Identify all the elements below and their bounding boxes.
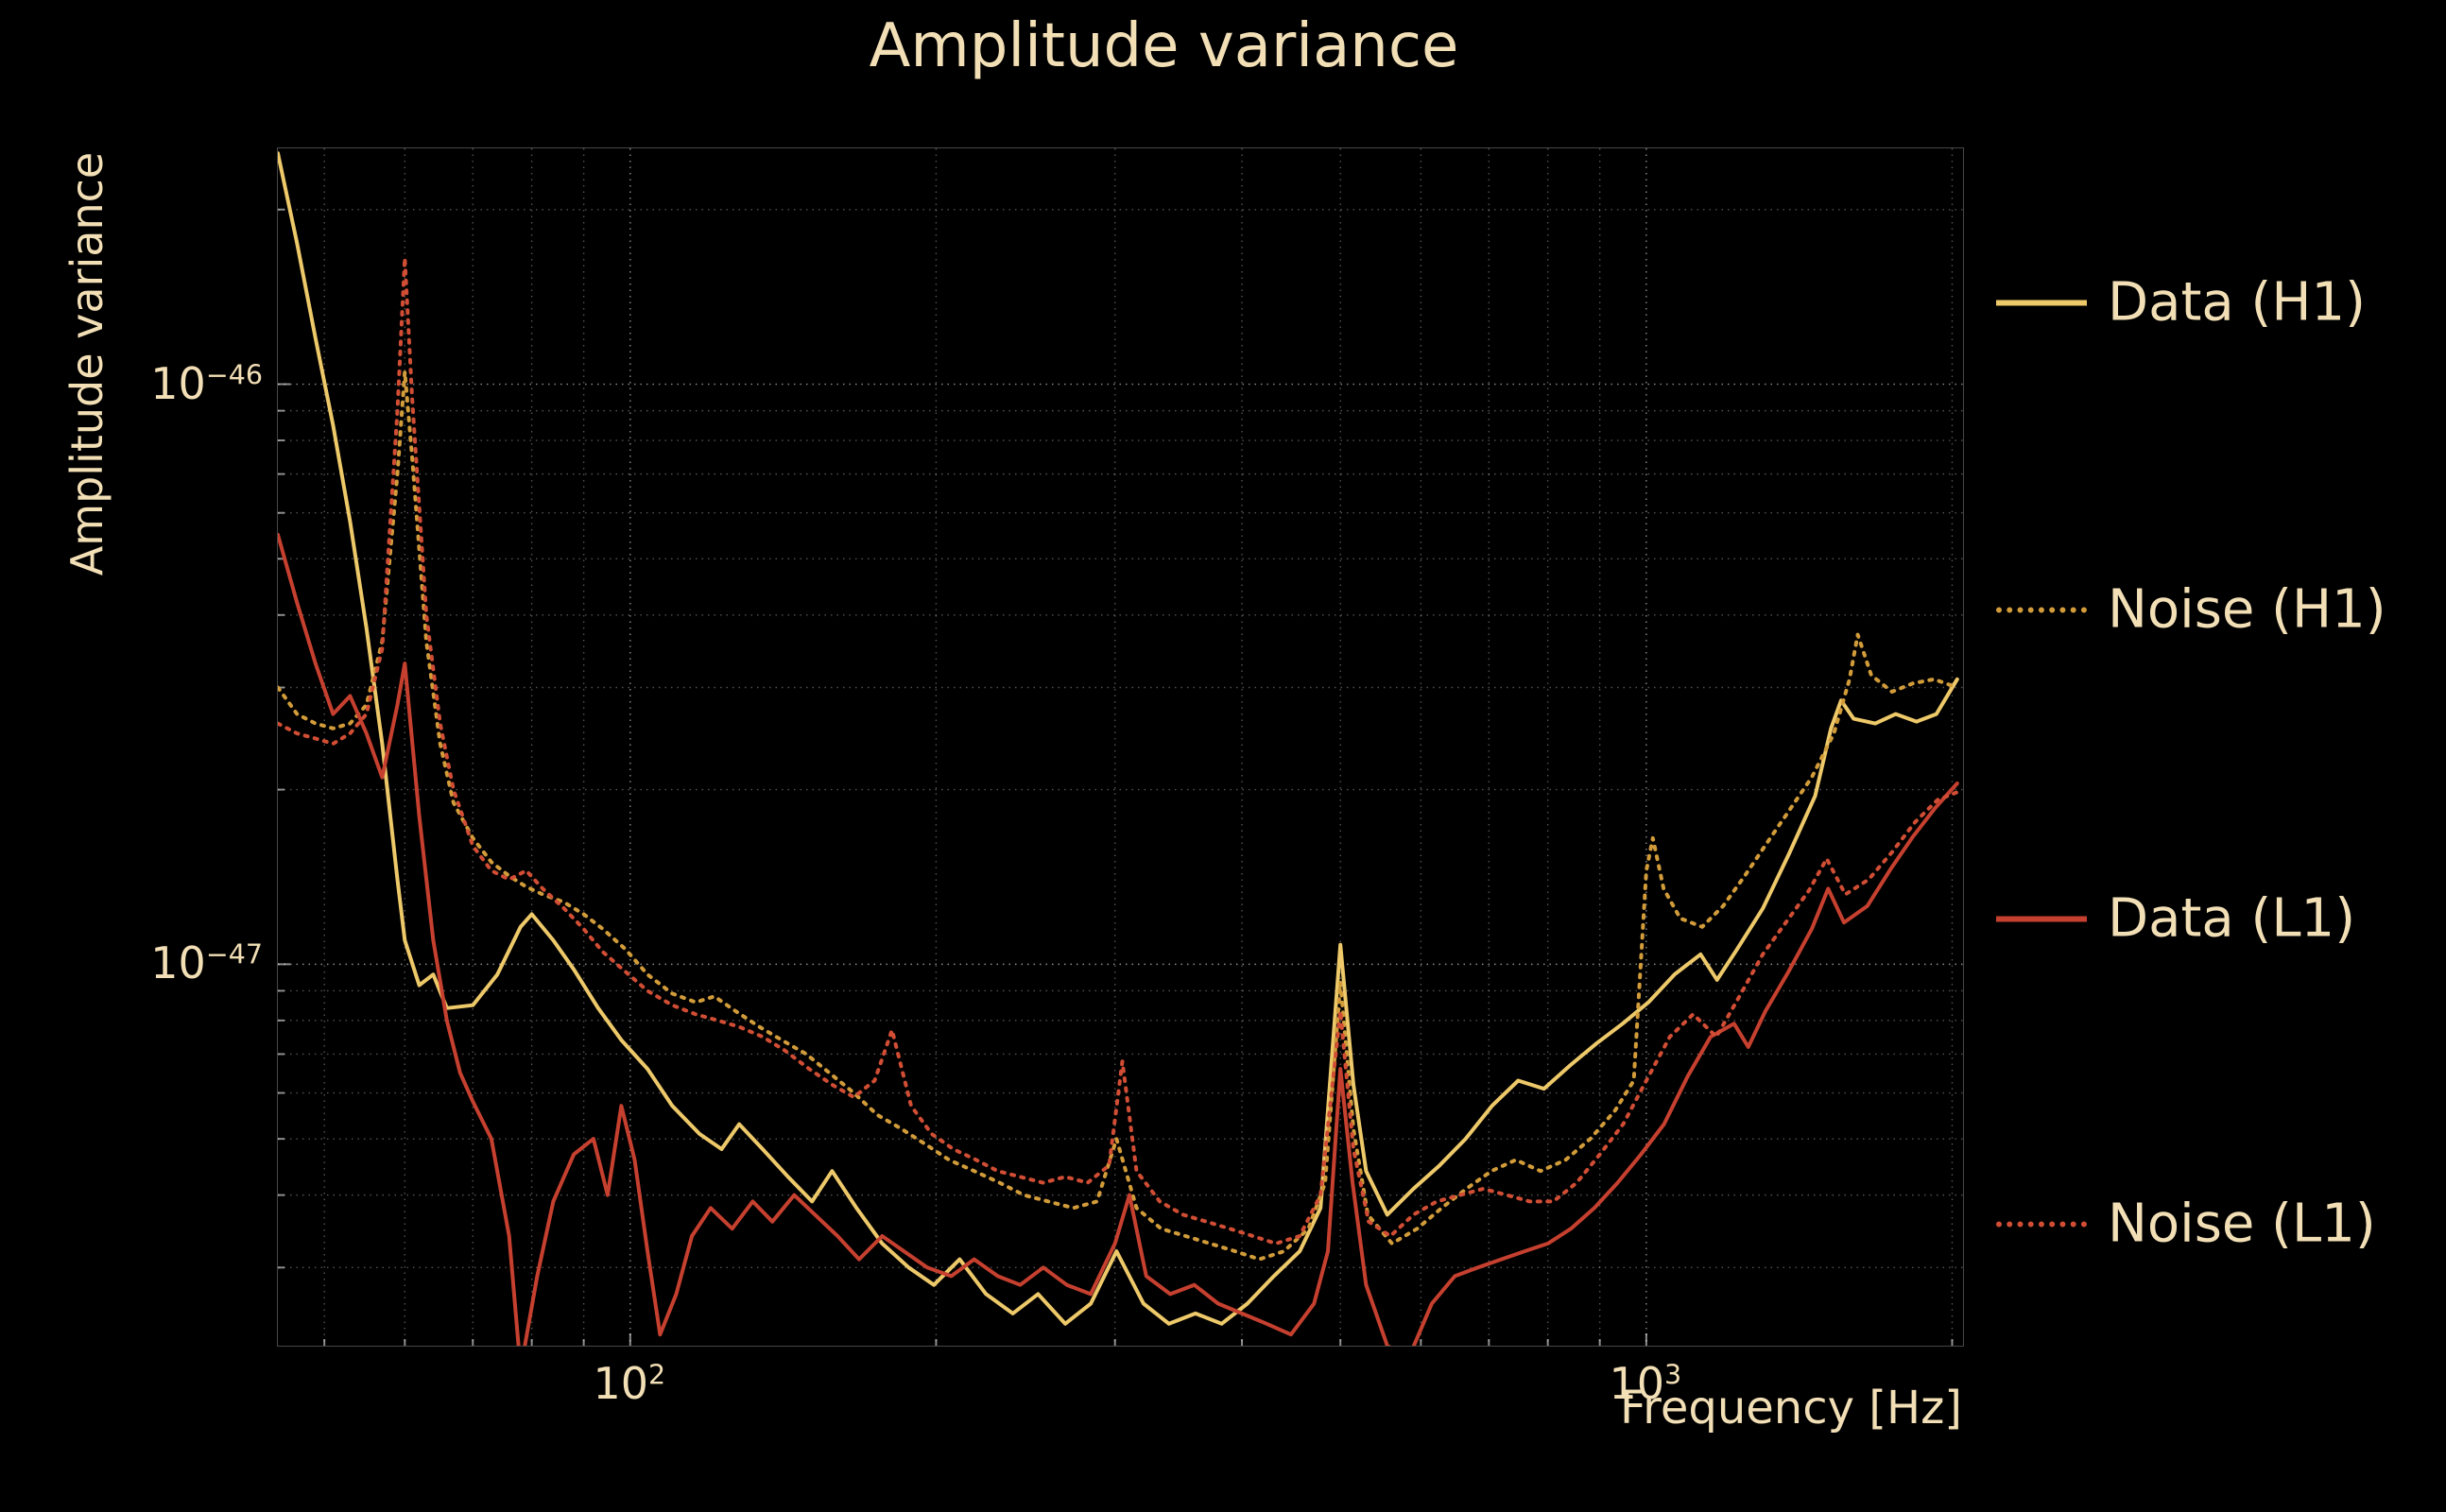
legend-line-data-l1 [1996,916,2087,921]
legend-label-noise-l1: Noise (L1) [2108,1193,2376,1255]
legend-item-data-l1: Data (L1) [1996,888,2355,950]
y-tick-label: 10−47 [150,937,263,989]
legend-label-data-h1: Data (H1) [2108,271,2366,334]
legend-item-noise-h1: Noise (H1) [1996,579,2386,641]
legend-label-noise-h1: Noise (H1) [2108,578,2386,641]
series-line-noise-l1 [278,256,1959,1246]
x-tick-label: 102 [593,1358,666,1409]
legend-line-noise-h1 [1996,607,2087,612]
legend-label-data-l1: Data (L1) [2108,887,2356,950]
x-axis-label: Frequency [Hz] [1620,1382,1962,1435]
legend-item-data-h1: Data (H1) [1996,272,2366,334]
y-tick-label: 10−46 [150,357,263,409]
series-line-data-h1 [278,151,1959,1326]
chart-title: Amplitude variance [869,11,1459,81]
plot-area [277,147,1964,1347]
series-line-data-l1 [278,532,1959,1346]
legend-item-noise-l1: Noise (L1) [1996,1194,2376,1255]
series-line-noise-h1 [278,369,1959,1262]
legend-line-noise-l1 [1996,1221,2087,1227]
x-tick-label: 103 [1609,1358,1682,1409]
legend-line-data-h1 [1996,300,2087,305]
